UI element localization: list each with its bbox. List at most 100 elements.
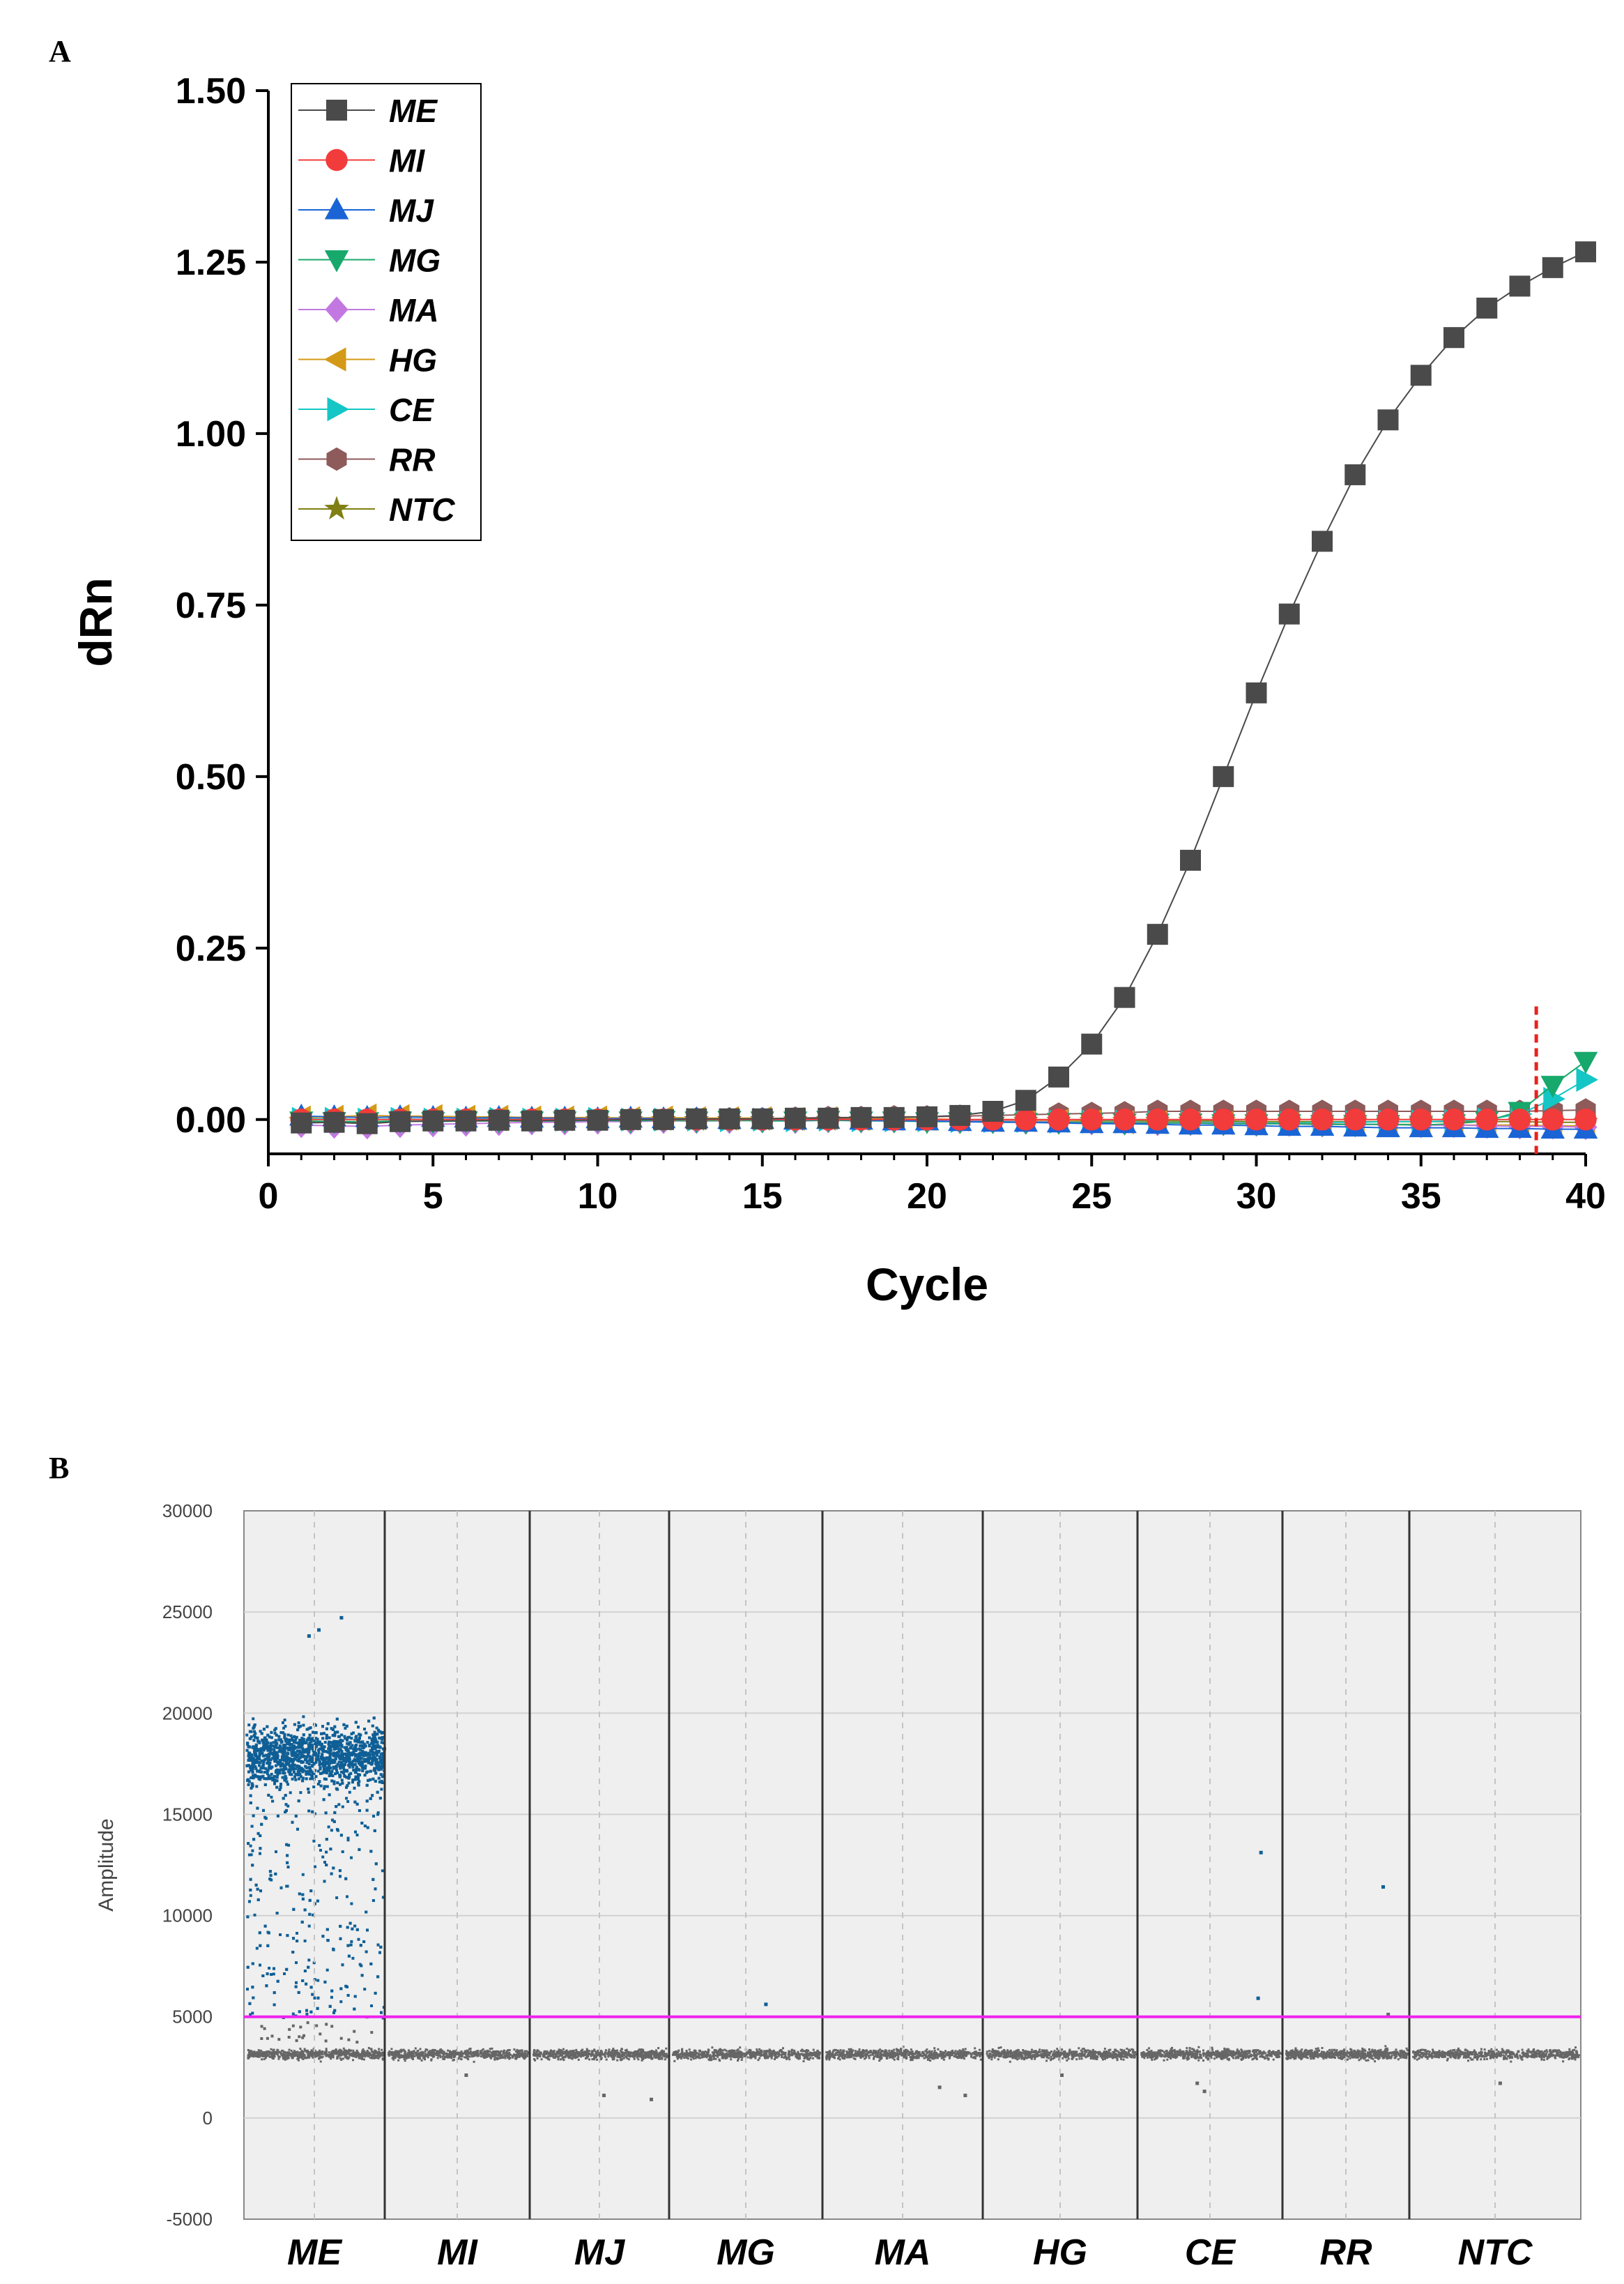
negative-droplet	[1096, 2058, 1098, 2060]
negative-droplet	[624, 2055, 627, 2057]
negative-droplet	[719, 2060, 721, 2062]
negative-droplet	[1119, 2052, 1122, 2054]
negative-droplet	[717, 2055, 719, 2058]
negative-droplet	[493, 2058, 496, 2061]
negative-droplet	[964, 2055, 967, 2057]
negative-droplet	[1197, 2059, 1200, 2062]
negative-droplet	[995, 2055, 998, 2057]
negative-droplet	[757, 2050, 759, 2053]
negative-droplet	[803, 2057, 806, 2060]
x-tick-label: 35	[1401, 1176, 1441, 1217]
negative-droplet	[420, 2059, 423, 2062]
negative-droplet	[355, 2049, 358, 2052]
negative-droplet	[250, 2054, 253, 2057]
negative-droplet	[1058, 2055, 1061, 2057]
negative-droplet	[367, 2047, 370, 2049]
negative-droplet	[843, 2054, 845, 2057]
negative-droplet	[778, 2052, 780, 2055]
y-tick-label: 0.00	[176, 1100, 246, 1141]
negative-droplet	[889, 2055, 891, 2057]
negative-droplet	[1131, 2051, 1134, 2054]
negative-droplet	[769, 2054, 772, 2057]
negative-droplet	[854, 2057, 857, 2060]
negative-droplet	[618, 2053, 621, 2055]
negative-droplet	[1065, 2053, 1068, 2055]
negative-droplet	[976, 2052, 979, 2054]
negative-droplet	[868, 2057, 871, 2060]
negative-droplet	[974, 2047, 976, 2050]
negative-droplet	[474, 2054, 476, 2057]
negative-droplet	[1061, 2048, 1064, 2051]
negative-droplet	[258, 2050, 261, 2053]
negative-droplet	[730, 2058, 733, 2061]
negative-droplet	[749, 2050, 751, 2053]
negative-droplet	[489, 2048, 491, 2050]
negative-droplet	[366, 2050, 369, 2053]
negative-droplet	[1157, 2049, 1160, 2052]
negative-droplet	[287, 2057, 290, 2060]
y-tick-label: 0	[203, 2108, 213, 2129]
x-tick-label: 10	[578, 1176, 618, 1217]
negative-droplet	[306, 2050, 309, 2053]
negative-droplet	[986, 2050, 988, 2053]
y-tick-label: 25000	[162, 1601, 213, 1622]
negative-droplet	[547, 2057, 550, 2060]
negative-droplet	[781, 2056, 783, 2058]
x-tick-label: 20	[907, 1176, 947, 1217]
negative-droplet	[838, 2055, 841, 2057]
negative-droplet	[657, 2047, 660, 2050]
negative-droplet	[707, 2048, 710, 2051]
negative-droplet	[809, 2057, 812, 2060]
negative-droplet	[988, 2050, 991, 2053]
negative-droplet	[394, 2057, 397, 2060]
negative-droplet	[847, 2053, 850, 2056]
negative-droplet	[595, 2053, 597, 2055]
negative-droplet	[325, 2048, 328, 2050]
negative-droplet	[649, 2053, 652, 2055]
negative-droplet	[903, 2055, 905, 2057]
negative-droplet	[305, 2057, 308, 2060]
negative-droplet	[1015, 2053, 1018, 2055]
negative-droplet	[918, 2055, 921, 2057]
negative-droplet	[629, 2051, 632, 2054]
negative-droplet	[625, 2050, 628, 2053]
negative-droplet	[307, 2056, 310, 2059]
negative-droplet	[918, 2053, 921, 2055]
negative-droplet	[564, 2055, 567, 2057]
negative-droplet	[869, 2054, 872, 2057]
negative-droplet	[1061, 2053, 1064, 2055]
negative-droplet	[957, 2053, 960, 2055]
negative-droplet	[273, 2055, 276, 2058]
negative-droplet	[1078, 2047, 1080, 2050]
negative-droplet	[332, 2052, 335, 2055]
negative-droplet	[951, 2054, 953, 2056]
negative-droplet	[335, 2050, 338, 2053]
negative-droplet	[642, 2048, 644, 2051]
negative-droplet	[465, 2053, 468, 2056]
negative-droplet	[733, 2054, 736, 2057]
negative-droplet	[799, 2057, 802, 2060]
negative-droplet	[1112, 2057, 1114, 2060]
negative-droplet	[911, 2059, 914, 2062]
negative-droplet	[725, 2049, 728, 2052]
negative-droplet	[879, 2053, 882, 2056]
negative-droplet	[740, 2059, 743, 2062]
negative-droplet	[324, 2050, 327, 2053]
negative-droplet	[482, 2054, 485, 2056]
negative-droplet	[1126, 2048, 1128, 2050]
negative-droplet	[533, 2053, 535, 2056]
negative-droplet	[436, 2057, 439, 2060]
negative-droplet	[812, 2048, 815, 2051]
negative-droplet	[708, 2059, 711, 2062]
negative-droplet	[806, 2055, 809, 2057]
negative-droplet	[1237, 2056, 1239, 2058]
negative-droplet	[266, 2055, 268, 2057]
negative-droplet	[799, 2053, 802, 2056]
negative-droplet	[296, 2053, 298, 2056]
negative-droplet	[778, 2050, 781, 2053]
negative-droplet	[1045, 2049, 1048, 2052]
negative-droplet	[970, 2053, 972, 2055]
negative-droplet	[724, 2057, 727, 2060]
x-tick-label: 25	[1071, 1176, 1112, 1217]
negative-droplet	[978, 2053, 980, 2056]
